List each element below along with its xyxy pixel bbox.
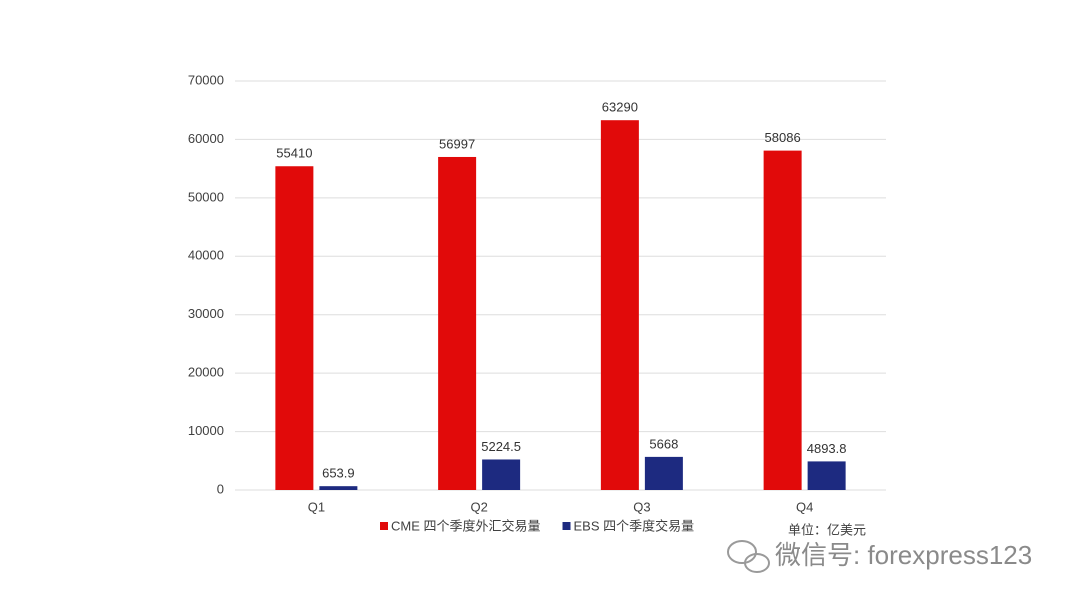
unit-label: 单位：亿美元 xyxy=(788,522,866,537)
x-tick-label: Q3 xyxy=(633,499,650,514)
y-tick-label: 60000 xyxy=(188,131,224,146)
x-tick-label: Q1 xyxy=(308,499,325,514)
bar xyxy=(319,486,358,490)
value-label: 653.9 xyxy=(322,466,355,481)
y-tick-label: 20000 xyxy=(188,365,224,380)
value-label: 5224.5 xyxy=(481,439,521,454)
wechat-icon xyxy=(727,540,770,573)
legend-label: CME 四个季度外汇交易量 xyxy=(391,518,541,533)
bar xyxy=(600,120,639,491)
watermark: 微信号: forexpress123 xyxy=(775,540,1032,570)
y-tick-label: 40000 xyxy=(188,248,224,263)
value-label: 5668 xyxy=(649,436,678,451)
x-tick-label: Q4 xyxy=(796,499,813,514)
legend-swatch xyxy=(380,522,388,530)
bar xyxy=(438,156,477,490)
value-label: 56997 xyxy=(439,136,475,151)
bar xyxy=(644,456,683,490)
bar xyxy=(807,461,846,490)
value-label: 63290 xyxy=(602,100,638,115)
bar xyxy=(275,166,314,490)
y-tick-label: 0 xyxy=(217,481,224,496)
y-tick-label: 30000 xyxy=(188,306,224,321)
y-tick-label: 10000 xyxy=(188,423,224,438)
legend-label: EBS 四个季度交易量 xyxy=(574,518,695,533)
bar xyxy=(763,150,802,490)
value-label: 55410 xyxy=(276,146,312,161)
legend-swatch xyxy=(562,522,571,530)
bar xyxy=(482,459,521,490)
value-label: 4893.8 xyxy=(807,441,847,456)
x-tick-label: Q2 xyxy=(470,499,487,514)
value-label: 58086 xyxy=(765,130,801,145)
y-tick-label: 70000 xyxy=(188,72,224,87)
y-tick-label: 50000 xyxy=(188,189,224,204)
